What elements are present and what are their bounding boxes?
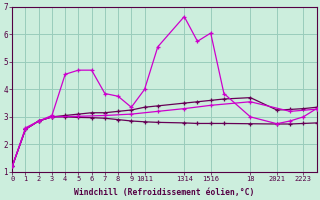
X-axis label: Windchill (Refroidissement éolien,°C): Windchill (Refroidissement éolien,°C) — [74, 188, 255, 197]
